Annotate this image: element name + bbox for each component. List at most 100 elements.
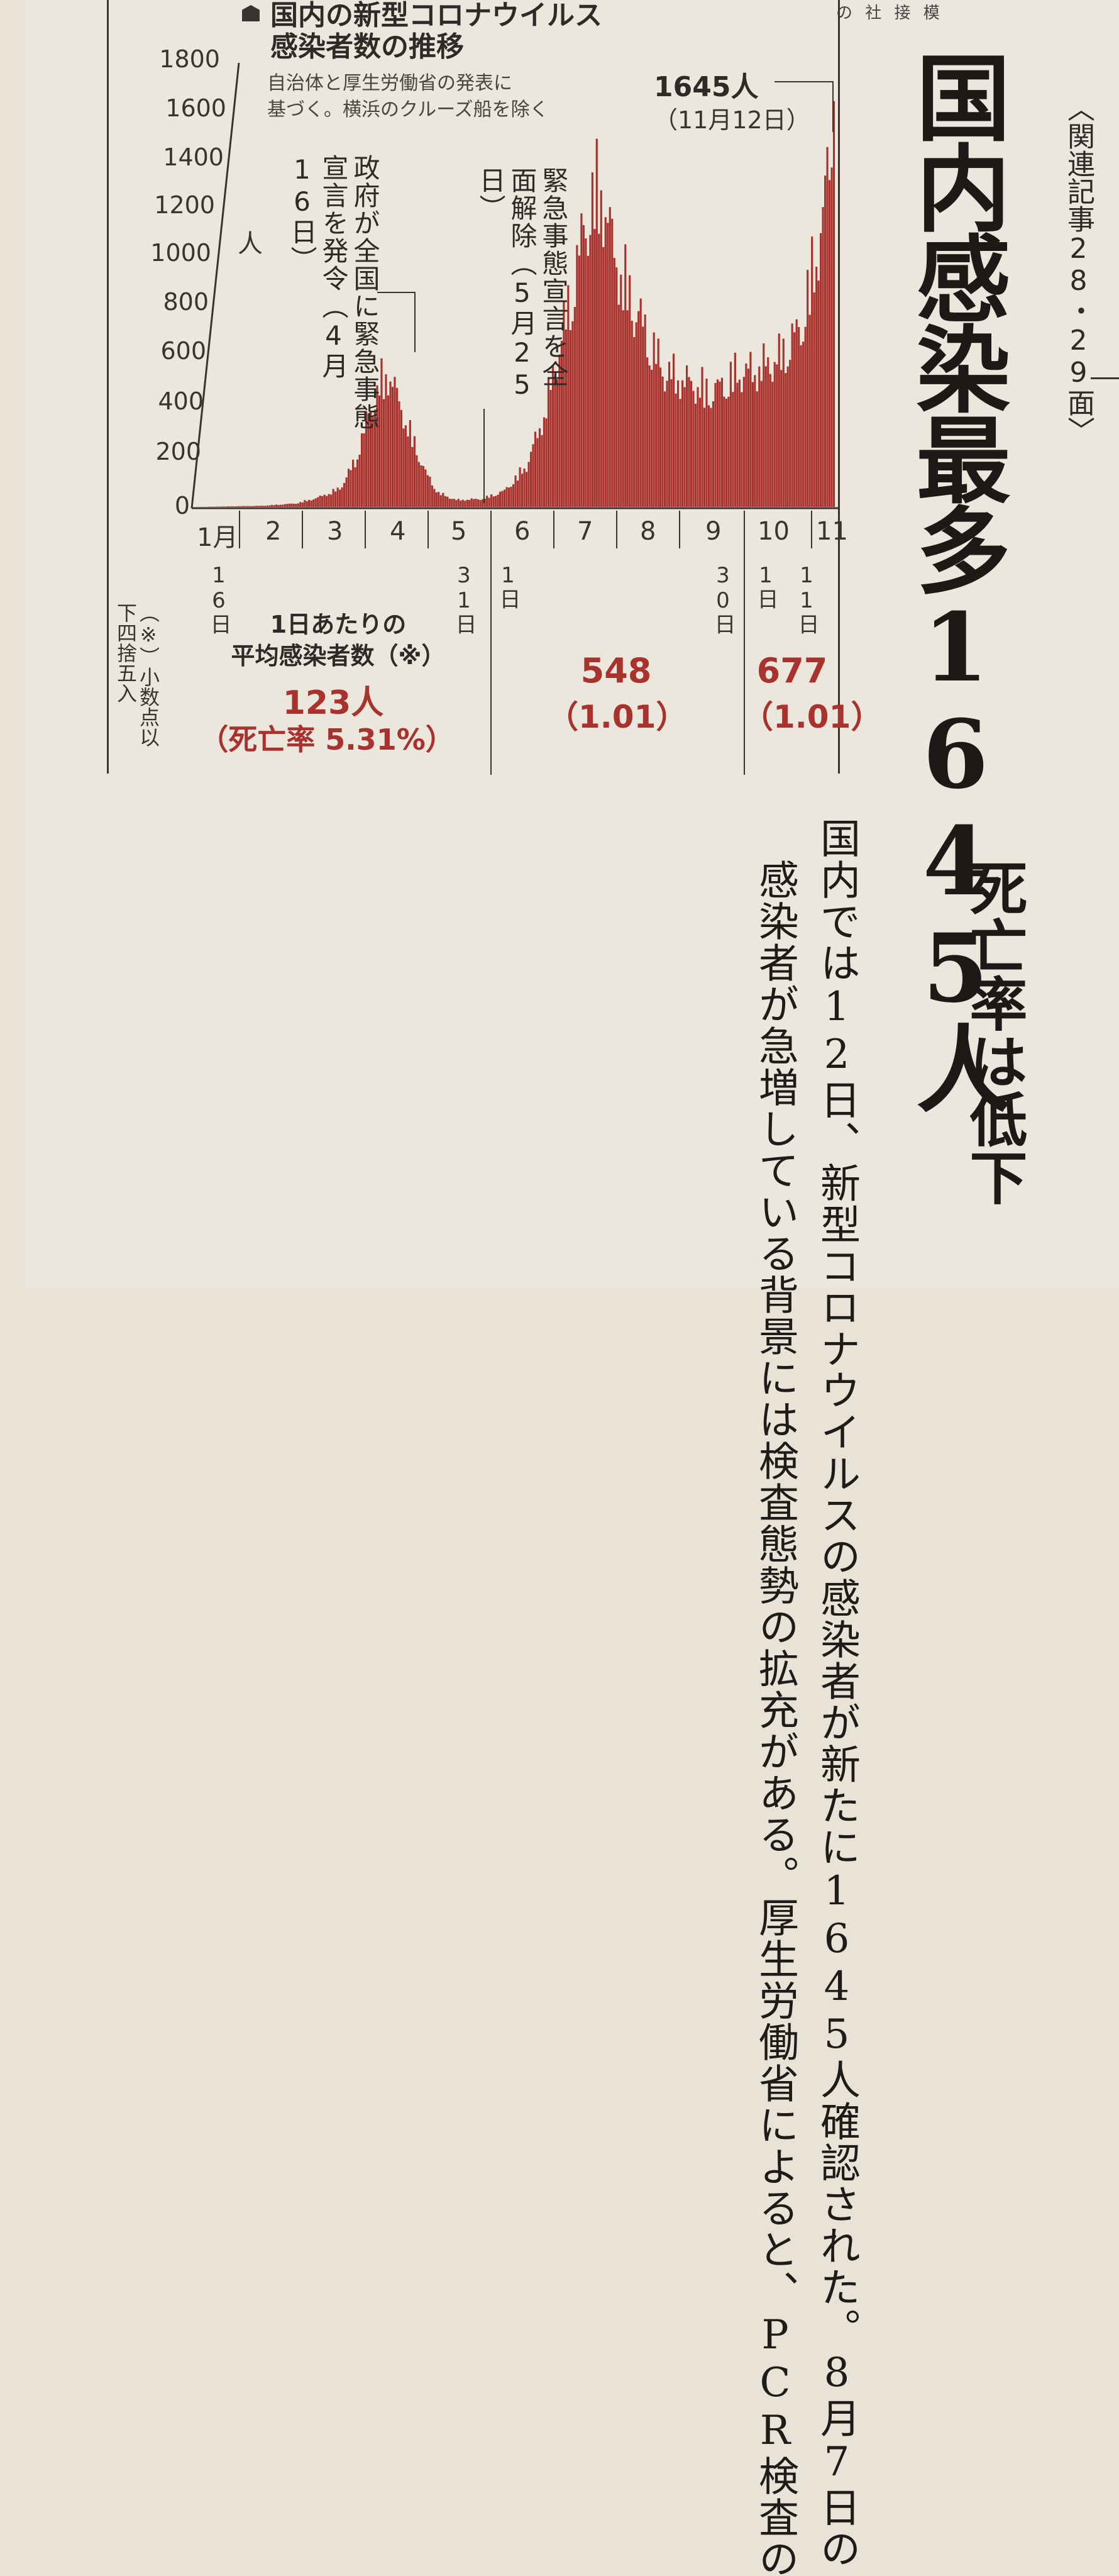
daily-case-bar <box>490 494 492 507</box>
related-rule <box>1091 377 1119 379</box>
daily-case-bar <box>506 487 508 508</box>
daily-case-bar <box>580 213 582 507</box>
daily-case-bar <box>427 475 429 507</box>
daily-case-bar <box>223 506 224 507</box>
daily-case-bar <box>765 366 767 507</box>
daily-case-bar <box>466 500 468 507</box>
month-label: 5 <box>451 517 466 546</box>
daily-case-bar <box>827 147 829 507</box>
daily-case-bar <box>787 367 789 507</box>
daily-case-bar <box>312 499 314 507</box>
daily-case-bar <box>600 191 602 507</box>
daily-case-bar <box>464 501 466 507</box>
daily-case-bar <box>589 235 591 507</box>
daily-case-bar <box>609 207 611 507</box>
month-tick <box>302 511 303 548</box>
daily-case-bar <box>387 396 389 507</box>
daily-case-bar <box>727 397 729 507</box>
daily-case-bar <box>771 382 773 507</box>
daily-case-bar <box>306 501 308 507</box>
daily-case-bar <box>680 399 681 507</box>
daily-case-bar <box>299 502 301 507</box>
daily-case-bar <box>442 493 444 507</box>
month-label: 2 <box>265 517 281 546</box>
daily-case-bar <box>319 496 321 507</box>
daily-case-bar <box>304 500 306 507</box>
daily-case-bar <box>436 492 438 507</box>
daily-case-bar <box>701 367 703 508</box>
daily-case-bar <box>778 333 780 507</box>
daily-case-bar <box>717 379 719 507</box>
daily-case-bar <box>220 506 222 507</box>
period-date-label: 30日 <box>712 563 734 635</box>
daily-case-bar <box>705 379 707 507</box>
daily-case-bar <box>664 391 666 507</box>
daily-case-bar <box>745 364 747 507</box>
daily-case-bar <box>631 321 633 507</box>
daily-case-bar <box>690 381 692 507</box>
period-date-label: 1日 <box>754 563 777 609</box>
daily-case-bar <box>260 506 262 507</box>
daily-case-bar <box>229 506 231 507</box>
daily-case-bar <box>389 382 391 507</box>
daily-case-bar <box>245 506 246 507</box>
daily-case-bar <box>214 507 216 508</box>
daily-case-bar <box>805 327 807 507</box>
daily-case-bar <box>216 507 218 508</box>
daily-case-bar <box>710 408 712 508</box>
daily-case-bar <box>820 233 822 507</box>
daily-case-bar <box>592 172 593 507</box>
daily-case-bar <box>286 504 288 507</box>
month-tick <box>553 511 554 548</box>
daily-case-bar <box>723 397 725 507</box>
daily-case-bar <box>240 506 242 507</box>
daily-case-bar <box>570 330 571 507</box>
period1-average-count: 123人 <box>251 676 415 723</box>
daily-case-bar <box>383 399 385 507</box>
daily-case-bar <box>277 505 279 507</box>
month-label: 7 <box>577 517 593 546</box>
daily-case-bar <box>815 267 817 507</box>
month-tick <box>811 511 812 548</box>
daily-case-bar <box>605 217 607 507</box>
daily-case-bar <box>493 496 495 507</box>
daily-case-bar <box>620 275 622 507</box>
peak-leader-line <box>774 82 833 132</box>
daily-case-bar <box>311 501 312 507</box>
daily-case-bar <box>262 506 264 507</box>
daily-case-bar <box>780 370 782 507</box>
daily-case-bar <box>233 506 235 507</box>
daily-case-bar <box>774 362 776 507</box>
declaration-leader-line <box>377 292 415 352</box>
daily-case-bar <box>743 377 745 507</box>
daily-case-bar <box>688 377 690 508</box>
sub-headline: 死亡率は低下 <box>962 858 1025 1206</box>
daily-case-bar <box>359 455 361 507</box>
daily-case-bar <box>692 391 694 508</box>
daily-case-bar <box>255 506 257 507</box>
daily-case-bar <box>627 310 629 507</box>
daily-case-bar <box>629 275 631 507</box>
daily-case-bar <box>418 462 420 507</box>
daily-case-bar <box>486 496 488 507</box>
daily-case-bar <box>708 405 710 507</box>
daily-case-bar <box>249 506 251 507</box>
daily-case-bar <box>642 326 644 507</box>
daily-case-bar <box>615 267 617 507</box>
daily-case-bar <box>658 338 659 507</box>
daily-case-bar <box>402 428 404 507</box>
daily-case-bar <box>646 357 648 507</box>
period3-death-rate: （1.01） <box>742 692 842 737</box>
daily-case-bar <box>673 353 675 507</box>
daily-case-bar <box>416 455 417 507</box>
daily-case-bar <box>455 500 457 507</box>
daily-case-bar <box>536 438 538 507</box>
daily-case-bar <box>686 365 688 507</box>
daily-case-bar <box>414 436 416 508</box>
related-articles-note: 〈関連記事28・29面〉 <box>1062 94 1094 444</box>
daily-case-bar <box>264 506 266 507</box>
daily-case-bar <box>695 404 697 507</box>
daily-case-bar <box>462 500 464 508</box>
daily-case-bar <box>409 420 411 507</box>
daily-case-bar <box>451 499 453 507</box>
